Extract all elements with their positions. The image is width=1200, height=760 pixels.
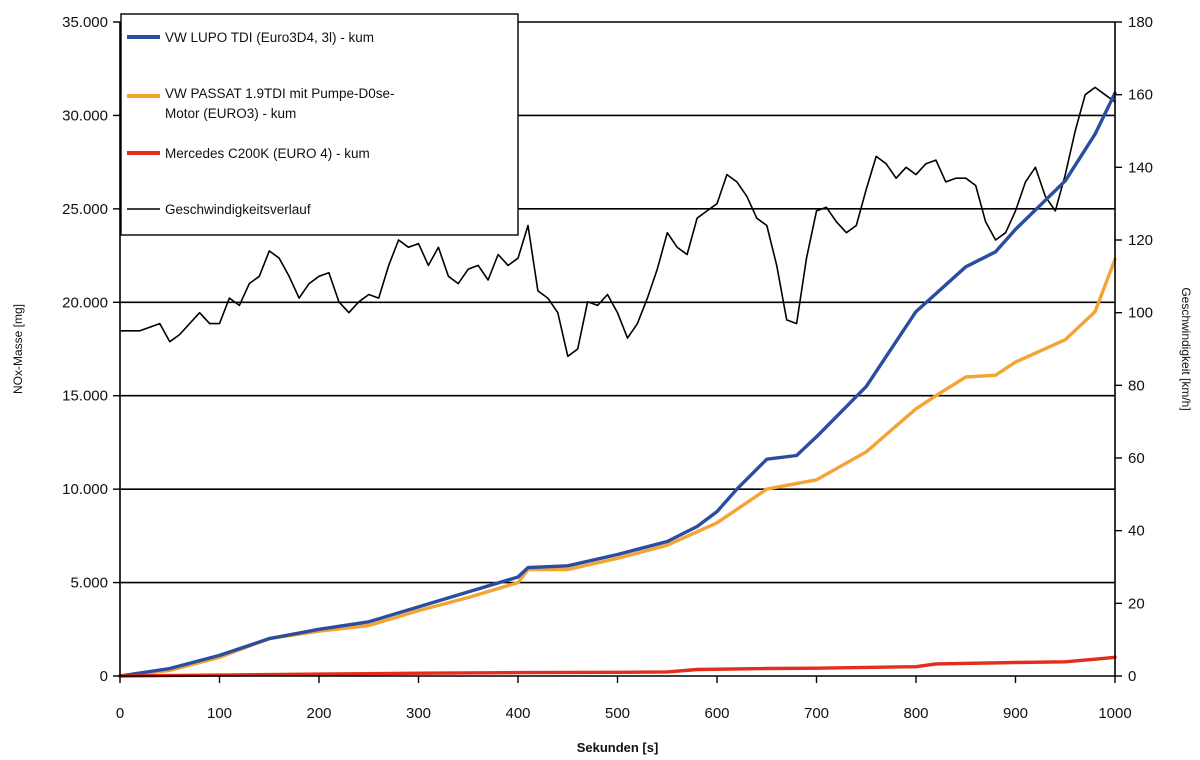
y-left-tick-label: 30.000 [62,107,108,124]
legend-label-1: VW PASSAT 1.9TDI mit Pumpe-D0se- Motor (E… [165,86,395,121]
x-tick-label: 900 [1003,705,1028,722]
series-line-0 [118,91,1117,678]
y-left-tick-label: 25.000 [62,201,108,218]
y-right-tick-label: 0 [1128,668,1136,685]
y-right-tick-label: 40 [1128,523,1145,540]
legend-label-2: Mercedes C200K (EURO 4) - kum [165,146,370,161]
series-line-2 [118,655,1117,678]
series-line-1 [118,257,1117,678]
series-lines [118,86,1117,678]
x-tick-label: 400 [505,705,530,722]
x-axis-title: Sekunden [s] [577,740,659,755]
x-tick-label: 1000 [1098,705,1131,722]
x-tick-label: 200 [306,705,331,722]
x-tick-label: 0 [116,705,124,722]
legend-label-0: VW LUPO TDI (Euro3D4, 3l) - kum [165,30,374,45]
y-right-tick-label: 20 [1128,595,1145,612]
y-right-tick-label: 140 [1128,159,1153,176]
y-left-tick-label: 35.000 [62,14,108,31]
legend-label-1-line2: Motor (EURO3) - kum [165,106,296,121]
y-left-tick-label: 10.000 [62,481,108,498]
x-tick-label: 600 [704,705,729,722]
legend-label-3: Geschwindigkeitsverlauf [165,202,311,217]
y-left-tick-label: 15.000 [62,388,108,405]
y-right-tick-label: 100 [1128,305,1153,322]
axes: 0 5.000 10.000 15.000 20.000 25.000 30.000 35.0… [11,14,1193,755]
y-left-tick-label: 20.000 [62,294,108,311]
series-line-3 [119,86,1116,358]
y-left-axis-title: NOx-Masse [mg] [11,304,25,394]
y-right-tick-label: 160 [1128,87,1153,104]
y-right-tick-label: 80 [1128,377,1145,394]
legend-label-1-line1: VW PASSAT 1.9TDI mit Pumpe-D0se- [165,86,395,101]
y-right-axis-title: Geschwindigkeit [km/h] [1179,287,1193,410]
x-tick-label: 100 [207,705,232,722]
x-tick-label: 800 [903,705,928,722]
x-tick-label: 700 [804,705,829,722]
y-left-tick-label: 0 [100,668,108,685]
x-tick-label: 500 [605,705,630,722]
legend-box [120,13,519,236]
y-left-tick-label: 5.000 [70,575,108,592]
y-right-tick-label: 180 [1128,14,1153,31]
x-tick-label: 300 [406,705,431,722]
y-right-tick-label: 120 [1128,232,1153,249]
legend: VW LUPO TDI (Euro3D4, 3l) - kum VW PASSAT… [120,13,519,236]
y-right-tick-label: 60 [1128,450,1145,467]
